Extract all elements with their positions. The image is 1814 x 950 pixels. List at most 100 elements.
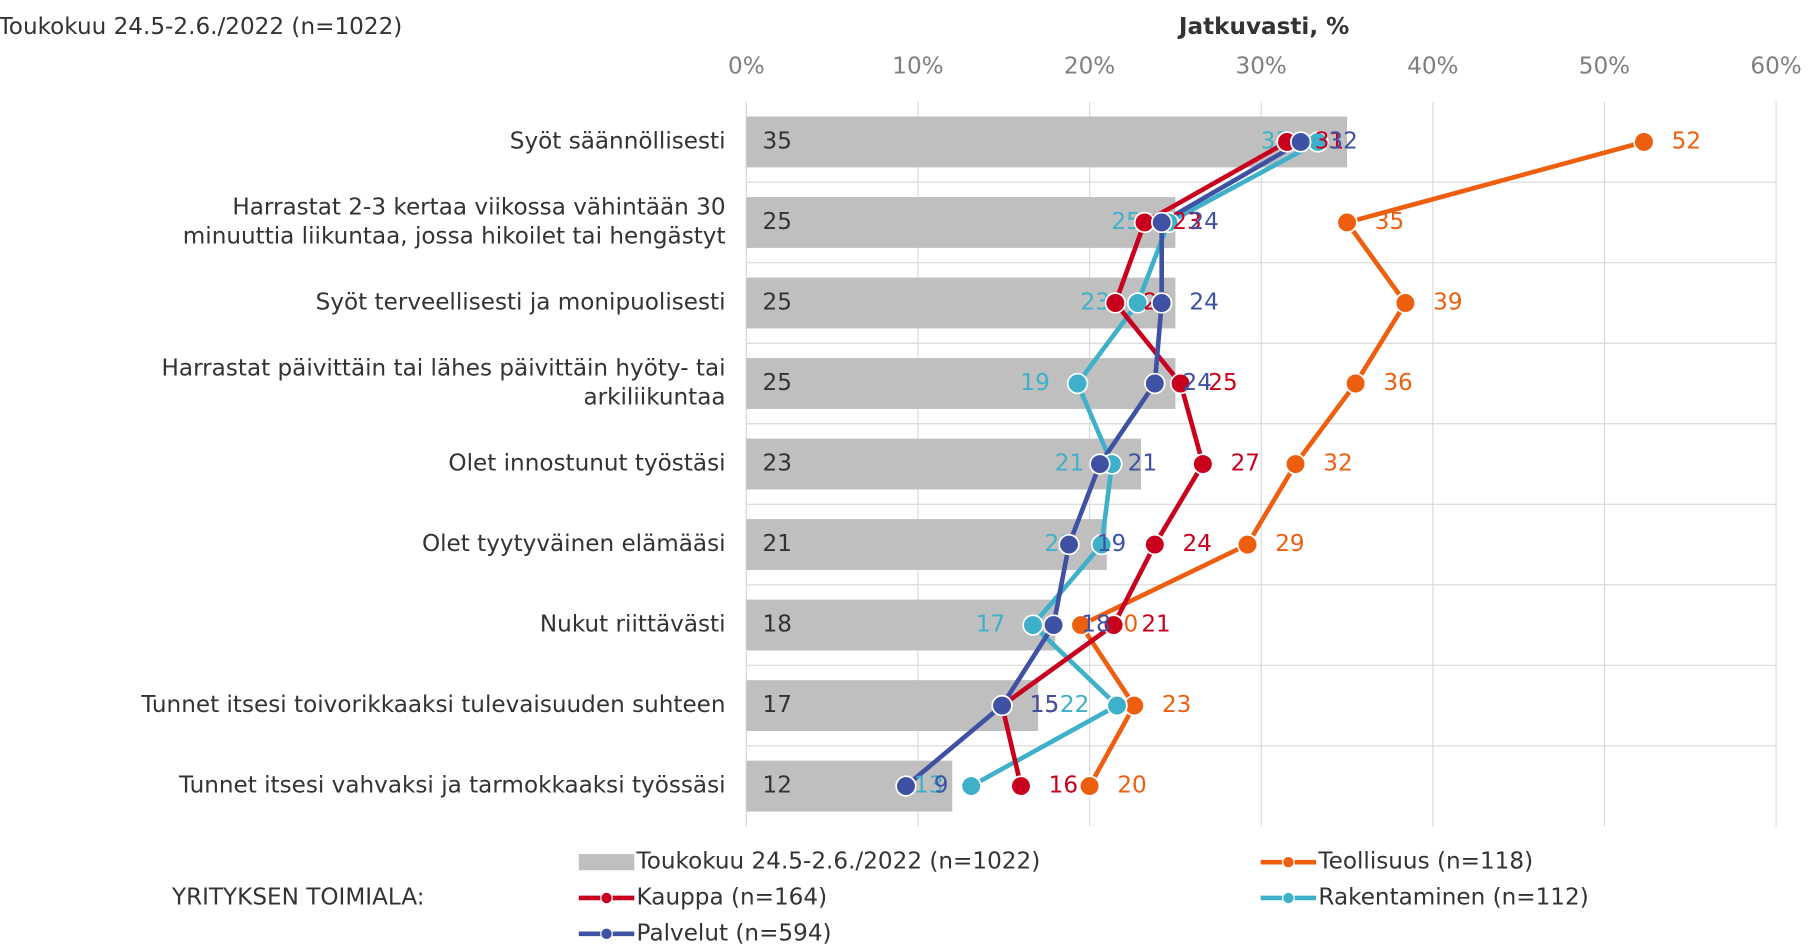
series-point [1058, 533, 1080, 556]
data-label: 24 [1183, 370, 1212, 396]
series-point [1078, 775, 1101, 797]
category-label: Harrastat päivittäin tai lähes päivittäi… [162, 356, 726, 382]
x-tick-label: 60% [1750, 54, 1801, 80]
series-point [1633, 131, 1655, 153]
legend-swatch [578, 854, 635, 871]
data-label: 52 [1672, 128, 1701, 154]
bar-label: 23 [763, 451, 792, 477]
series-point [1144, 372, 1166, 395]
data-label: 22 [1060, 692, 1089, 718]
bar [746, 680, 1039, 731]
series-point [1150, 211, 1173, 234]
data-label: 25 [1208, 370, 1237, 396]
bar-label: 21 [763, 531, 792, 557]
data-label: 35 [1375, 209, 1404, 235]
bar-label: 35 [763, 128, 792, 154]
bar-label: 25 [763, 209, 792, 235]
bar [746, 277, 1176, 329]
data-label: 15 [1030, 692, 1059, 718]
bar [746, 197, 1176, 248]
category-label: Tunnet itsesi vahvaksi ja tarmokkaaksi t… [178, 773, 726, 799]
category-label: Syöt säännöllisesti [510, 128, 726, 154]
data-label: 24 [1189, 289, 1218, 315]
bar [746, 358, 1176, 409]
series-point [1284, 453, 1307, 475]
category-label: Nukut riittävästi [540, 612, 726, 638]
data-label: 21 [1128, 451, 1157, 477]
bar-label: 25 [763, 370, 792, 396]
bar [746, 519, 1107, 570]
category-label: Harrastat 2-3 kertaa viikossa vähintään … [232, 195, 725, 221]
series-point [1394, 292, 1417, 314]
x-tick-label: 50% [1579, 54, 1630, 80]
legend-swatch [1282, 891, 1295, 905]
series-point [1090, 533, 1113, 556]
bar [746, 116, 1348, 168]
category-label: Olet innostunut työstäsi [448, 451, 725, 477]
bar-label: 25 [763, 289, 792, 315]
category-label: Olet tyytyväinen elämääsi [422, 531, 726, 557]
series-point [1070, 614, 1092, 636]
bar [746, 760, 953, 812]
data-label: 18 [1081, 612, 1110, 638]
data-label: 13 [914, 773, 943, 799]
bar-label: 12 [763, 773, 792, 799]
series-point [1042, 614, 1065, 636]
x-tick-label: 10% [892, 54, 943, 80]
legend-swatch [600, 891, 613, 905]
x-tick-label: 30% [1236, 54, 1287, 80]
bar [746, 438, 1142, 490]
data-label: 32 [1328, 128, 1357, 154]
legend-swatch [600, 927, 613, 941]
x-tick-label: 20% [1064, 54, 1115, 80]
data-label: 29 [1275, 531, 1304, 557]
data-label: 23 [1162, 692, 1191, 718]
series-point [1022, 614, 1044, 636]
series-point [960, 775, 982, 797]
data-label: 39 [1433, 289, 1462, 315]
x-tick-label: 40% [1407, 54, 1458, 80]
series-point [1150, 292, 1173, 314]
category-label: Syöt terveellisesti ja monipuolisesti [316, 289, 726, 315]
bar-label: 17 [763, 692, 792, 718]
series-point [1144, 533, 1166, 556]
legend-label: Teollisuus (n=118) [1317, 849, 1533, 875]
data-label: 36 [1383, 370, 1412, 396]
data-label: 23 [1172, 209, 1201, 235]
category-label: Tunnet itsesi toivorikkaaksi tulevaisuud… [140, 692, 725, 718]
data-label: 20 [1117, 773, 1146, 799]
legend-label: Kauppa (n=164) [637, 884, 828, 910]
series-point [1344, 372, 1367, 395]
data-label: 15 [1030, 692, 1059, 718]
series-point [1126, 292, 1149, 314]
series-point [1089, 453, 1111, 475]
bar [746, 599, 1056, 651]
series-point [991, 694, 1013, 717]
legend-label: Rakentaminen (n=112) [1318, 884, 1588, 910]
bar-label: 18 [763, 612, 792, 638]
series-point [1236, 533, 1259, 556]
series-point [1192, 453, 1214, 475]
data-label: 21 [1141, 612, 1170, 638]
series-point [1066, 372, 1089, 395]
series-point [1169, 372, 1192, 395]
series-point [1290, 131, 1312, 153]
data-label: 16 [1049, 773, 1078, 799]
category-label: minuuttia liikuntaa, jossa hikoilet tai … [183, 223, 726, 249]
chart-subtitle: Toukokuu 24.5-2.6./2022 (n=1022) [0, 14, 402, 40]
series-point [1010, 775, 1032, 797]
legend-title: YRITYKSEN TOIMIALA: [171, 884, 425, 910]
series-point [895, 775, 917, 797]
data-label: 19 [1097, 531, 1126, 557]
data-label: 31 [1315, 128, 1344, 154]
x-tick-label: 0% [728, 54, 765, 80]
chart-title: Jatkuvasti, % [1177, 14, 1349, 40]
data-label: 24 [1189, 209, 1218, 235]
series-point [1106, 694, 1128, 717]
series-point [1102, 614, 1125, 636]
legend-label: Toukokuu 24.5-2.6./2022 (n=1022) [636, 849, 1041, 875]
series-point [1104, 292, 1127, 314]
legend-swatch [1282, 855, 1295, 869]
data-label: 21 [1055, 451, 1084, 477]
